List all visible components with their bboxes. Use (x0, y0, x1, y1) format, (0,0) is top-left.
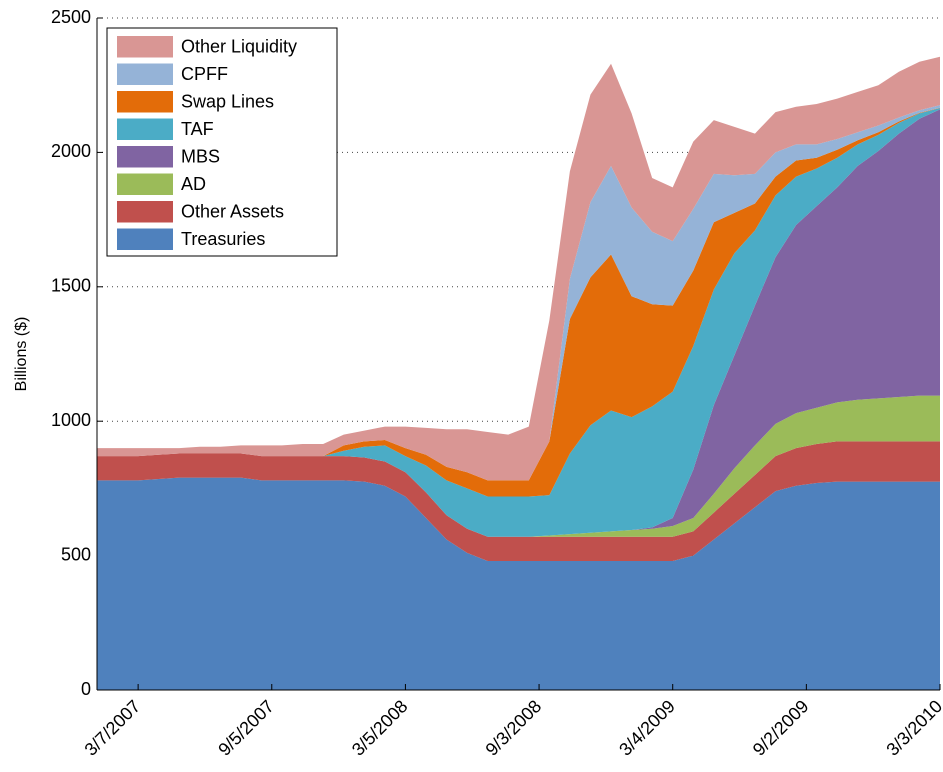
legend-swatch (117, 63, 173, 85)
x-tick-label: 3/5/2008 (348, 696, 412, 760)
x-tick-label: 9/5/2007 (214, 696, 278, 760)
legend-label: Swap Lines (181, 92, 274, 112)
area (97, 105, 940, 481)
legend-label: Other Liquidity (181, 37, 297, 57)
legend-swatch (117, 228, 173, 250)
y-tick-label: 500 (61, 544, 91, 564)
x-tick-label: 9/3/2008 (482, 696, 546, 760)
legend-label: TAF (181, 119, 214, 139)
area (97, 108, 940, 537)
x-tick-label: 3/4/2009 (615, 696, 679, 760)
area (97, 477, 940, 690)
legend-label: CPFF (181, 64, 228, 84)
x-tick-label: 9/2/2009 (749, 696, 813, 760)
area (97, 395, 940, 537)
legend-swatch (117, 173, 173, 195)
y-tick-label: 1500 (51, 276, 91, 296)
legend-swatch (117, 201, 173, 223)
area (97, 56, 940, 481)
legend-swatch (117, 146, 173, 168)
legend-label: AD (181, 174, 206, 194)
legend-swatch (117, 91, 173, 113)
x-tick-label: 3/3/2010 (882, 696, 943, 760)
y-axis-label: Billions ($) (13, 317, 30, 392)
legend-swatch (117, 36, 173, 58)
y-tick-label: 2000 (51, 141, 91, 161)
area (97, 441, 940, 561)
y-tick-label: 1000 (51, 410, 91, 430)
legend-label: Other Assets (181, 202, 284, 222)
legend-label: Treasuries (181, 229, 265, 249)
legend-label: MBS (181, 147, 220, 167)
legend-swatch (117, 118, 173, 140)
area (97, 109, 940, 537)
x-tick-label: 3/7/2007 (81, 696, 145, 760)
y-tick-label: 2500 (51, 7, 91, 27)
y-tick-label: 0 (81, 679, 91, 699)
